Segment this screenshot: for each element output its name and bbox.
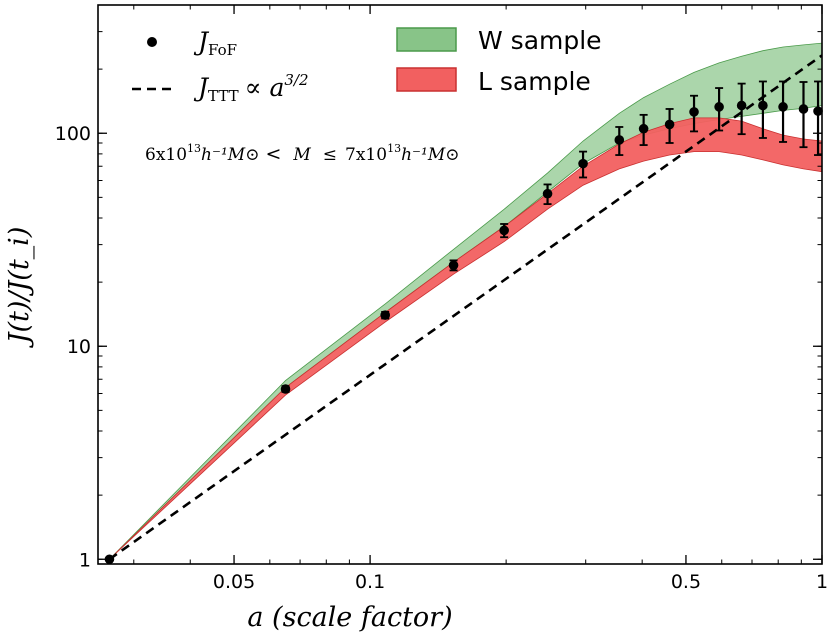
- y-tick-label: 1: [79, 549, 91, 571]
- mass-range-annotation: 6x1013h⁻¹M⊙ < M ≤7x1013h⁻¹M⊙: [145, 142, 459, 165]
- anno-m-low: 6x10: [145, 145, 187, 165]
- points-layer: [104, 80, 823, 565]
- legend-jttt-label: JTTT ∝ a3/2: [193, 71, 309, 105]
- jttt-dashed-line: [108, 54, 822, 561]
- anno-m-high: 7x10: [345, 145, 387, 165]
- plot-frame: [97, 4, 823, 565]
- anno-m-low-exp: 13: [187, 142, 201, 155]
- l-sample-band: [109, 117, 822, 560]
- jfof-point: [542, 188, 553, 199]
- jfof-point: [380, 310, 390, 320]
- y-axis-label-text: J(t)/J(t_i): [4, 227, 35, 349]
- x-axis-label-text: a (scale factor): [247, 602, 452, 633]
- legend: JFoF JTTT ∝ a3/2 W sample L sample: [132, 26, 602, 105]
- jfof-point: [813, 106, 823, 116]
- x-tick-label: 0.05: [213, 571, 255, 593]
- legend-jfof-marker: [147, 37, 157, 47]
- jfof-point: [499, 225, 509, 236]
- jfof-point: [280, 384, 291, 394]
- legend-w-label: W sample: [478, 26, 602, 55]
- bands-layer: [109, 42, 822, 560]
- legend-jttt-main: J: [193, 73, 210, 102]
- jfof-point: [448, 260, 459, 271]
- jfof-point: [638, 123, 649, 134]
- jfof-point: [104, 554, 115, 565]
- anno-lt: <: [265, 143, 281, 165]
- ticks-layer: 0.05 0.1 0.5 1 1 10 100: [55, 4, 828, 593]
- jfof-point: [778, 102, 788, 112]
- legend-jfof-label: JFoF: [193, 27, 237, 59]
- y-tick-label: 10: [67, 336, 91, 358]
- jfof-point: [714, 102, 724, 112]
- x-axis-label: a (scale factor): [247, 602, 452, 633]
- anno-m-high-exp: 13: [387, 142, 401, 155]
- legend-jfof-sub: FoF: [208, 41, 237, 59]
- jfof-point: [689, 107, 699, 117]
- legend-jttt-exp: 3/2: [284, 71, 308, 89]
- jfof-point: [798, 104, 809, 114]
- w-sample-band: [109, 42, 822, 560]
- lines-layer: [108, 54, 822, 561]
- x-tick-label: 1: [816, 571, 828, 593]
- jfof-point: [664, 119, 675, 130]
- anno-units-high: h⁻¹M⊙: [401, 145, 459, 165]
- x-tick-label: 0.5: [671, 571, 701, 593]
- jfof-point: [758, 100, 768, 111]
- legend-jttt-sub: TTT: [208, 87, 239, 105]
- legend-jttt-rel: ∝ a: [245, 73, 285, 102]
- jfof-point: [578, 158, 588, 169]
- legend-l-swatch: [396, 67, 457, 92]
- legend-w-swatch: [396, 27, 457, 52]
- anno-leq: ≤: [323, 145, 337, 165]
- jfof-point: [614, 135, 625, 145]
- jfof-point: [736, 100, 747, 111]
- legend-l-label: L sample: [478, 67, 591, 96]
- anno-units-low: h⁻¹M⊙: [201, 145, 259, 165]
- y-tick-label: 100: [55, 123, 91, 145]
- x-tick-label: 0.1: [355, 571, 385, 593]
- anno-var: M: [292, 145, 311, 165]
- legend-jfof-main: J: [193, 27, 210, 56]
- y-axis-label: J(t)/J(t_i): [4, 227, 35, 349]
